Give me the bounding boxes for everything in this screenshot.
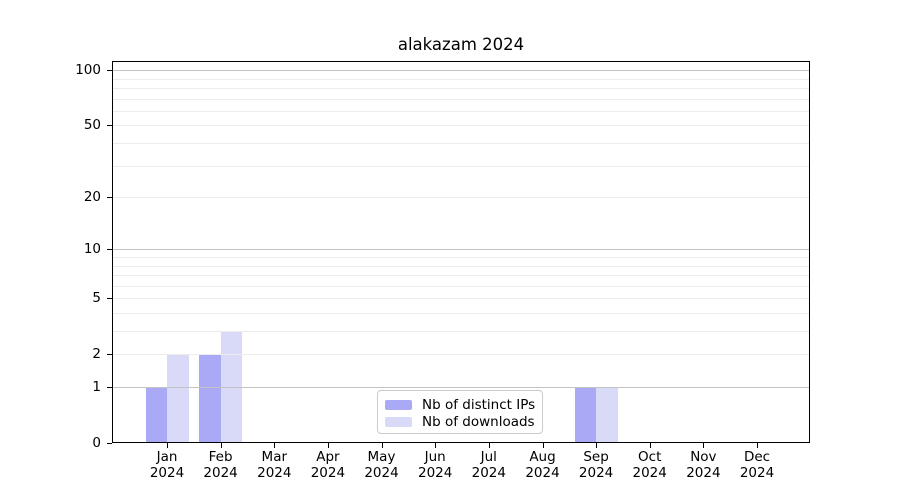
y-tick-mark-10	[107, 249, 112, 251]
legend-swatch-distinct-ips	[385, 399, 412, 410]
gridline-minor-60	[112, 110, 810, 112]
gridline-minor-8	[112, 265, 810, 267]
y-tick-mark-50	[107, 125, 112, 127]
legend-swatch-downloads	[385, 416, 412, 427]
gridline-minor-4	[112, 312, 810, 314]
x-tick-label-nov: Nov 2024	[671, 449, 735, 481]
x-tick-mark-nov	[703, 443, 705, 448]
x-tick-month: Jun	[424, 449, 446, 465]
gridline-minor-90	[112, 78, 810, 80]
gridline-minor-3	[112, 331, 810, 332]
bar-nb-of-distinct-ips-sep	[574, 387, 597, 443]
x-tick-mark-mar	[274, 443, 276, 448]
gridline-major-100	[112, 70, 810, 72]
gridline-minor-20	[112, 197, 810, 198]
x-tick-label-jan: Jan 2024	[135, 449, 199, 481]
y-tick-mark-20	[107, 197, 112, 198]
y-tick-label-50: 50	[83, 116, 101, 133]
x-tick-year: 2024	[310, 464, 346, 481]
y-tick-mark-1	[107, 387, 112, 388]
gridline-major-1	[112, 387, 810, 388]
x-tick-label-feb: Feb 2024	[189, 449, 253, 481]
legend-item-distinct-ips: Nb of distinct IPs	[385, 396, 542, 413]
gridline-minor-7	[112, 275, 810, 276]
y-tick-label-20: 20	[83, 188, 101, 205]
gridline-minor-40	[112, 142, 810, 144]
y-tick-label-10: 10	[83, 240, 101, 257]
y-tick-mark-2	[107, 354, 112, 356]
y-tick-mark-5	[107, 298, 112, 300]
x-tick-mark-feb	[220, 443, 222, 448]
x-tick-label-may: May 2024	[350, 449, 414, 481]
x-tick-month: May	[367, 449, 396, 465]
gridline-minor-6	[112, 285, 810, 287]
x-tick-year: 2024	[471, 464, 506, 481]
chart-title: alakazam 2024	[397, 35, 525, 54]
x-tick-year: 2024	[525, 464, 560, 481]
y-tick-mark-0	[107, 443, 112, 444]
x-tick-month: Feb	[208, 449, 233, 465]
x-tick-year: 2024	[364, 464, 399, 481]
y-tick-label-1: 1	[92, 378, 101, 395]
y-tick-label-2: 2	[92, 345, 101, 362]
gridline-minor-70	[112, 98, 810, 100]
x-tick-mark-oct	[649, 443, 651, 448]
x-tick-mark-jul	[488, 443, 490, 448]
x-tick-year: 2024	[418, 464, 453, 481]
x-tick-month: Jul	[480, 449, 497, 465]
gridline-minor-50	[112, 125, 810, 127]
x-tick-month: Apr	[316, 449, 340, 465]
legend: Nb of distinct IPs Nb of downloads	[377, 390, 543, 434]
x-tick-year: 2024	[686, 464, 721, 481]
x-tick-mark-apr	[327, 443, 329, 448]
legend-item-downloads: Nb of downloads	[385, 413, 542, 430]
gridline-minor-5	[112, 298, 810, 300]
x-tick-year: 2024	[739, 464, 775, 481]
bar-nb-of-downloads-sep	[596, 387, 618, 443]
y-tick-mark-100	[107, 70, 112, 72]
bar-nb-of-distinct-ips-feb	[199, 354, 221, 443]
legend-label-distinct-ips: Nb of distinct IPs	[422, 396, 536, 413]
bar-nb-of-distinct-ips-jan	[145, 387, 167, 443]
x-tick-label-oct: Oct 2024	[618, 449, 682, 481]
x-tick-month: Nov	[690, 449, 717, 465]
x-tick-mark-may	[381, 443, 383, 448]
x-tick-month: Sep	[583, 449, 609, 465]
x-tick-year: 2024	[578, 464, 614, 481]
x-tick-year: 2024	[149, 464, 185, 481]
bar-nb-of-downloads-jan	[167, 354, 189, 443]
x-tick-year: 2024	[203, 464, 238, 481]
bar-nb-of-downloads-feb	[220, 330, 243, 443]
gridline-minor-2	[112, 354, 810, 356]
x-tick-label-jul: Jul 2024	[457, 449, 521, 481]
x-tick-label-mar: Mar 2024	[242, 449, 306, 481]
gridline-minor-9	[112, 256, 810, 258]
x-tick-mark-sep	[596, 443, 598, 448]
x-tick-month: Dec	[743, 449, 771, 465]
x-tick-label-apr: Apr 2024	[296, 449, 360, 481]
y-tick-label-5: 5	[92, 289, 101, 306]
x-tick-month: Aug	[529, 449, 556, 465]
x-tick-mark-dec	[757, 443, 758, 448]
x-tick-year: 2024	[632, 464, 667, 481]
gridline-minor-80	[112, 87, 810, 89]
plot-area	[112, 61, 810, 443]
x-tick-label-dec: Dec 2024	[725, 449, 789, 481]
x-tick-month: Jan	[156, 449, 178, 465]
x-tick-mark-aug	[542, 443, 544, 448]
legend-label-downloads: Nb of downloads	[422, 413, 535, 430]
gridline-major-10	[112, 249, 810, 251]
x-tick-year: 2024	[257, 464, 292, 481]
x-tick-month: Oct	[638, 449, 662, 465]
y-tick-label-100: 100	[75, 61, 101, 78]
x-tick-month: Mar	[261, 449, 288, 465]
x-tick-label-jun: Jun 2024	[403, 449, 467, 481]
y-tick-label-0: 0	[92, 434, 101, 451]
x-tick-mark-jan	[167, 443, 168, 448]
x-tick-label-sep: Sep 2024	[564, 449, 628, 481]
x-tick-label-aug: Aug 2024	[511, 449, 575, 481]
x-tick-mark-jun	[435, 443, 437, 448]
gridline-minor-30	[112, 165, 810, 167]
